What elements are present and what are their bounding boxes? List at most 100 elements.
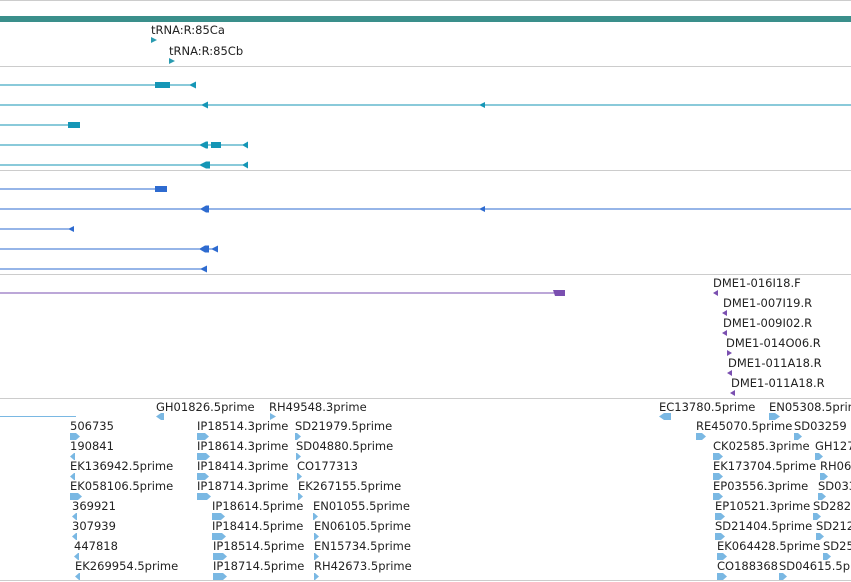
est-arrow[interactable] <box>820 473 828 480</box>
transcript[interactable] <box>0 161 248 169</box>
est-label[interactable]: SD03259 <box>794 419 847 433</box>
trna-label[interactable]: tRNA:R:85Cb <box>169 44 243 58</box>
est-arrow[interactable] <box>70 493 82 500</box>
est-label[interactable]: 190841 <box>70 439 114 453</box>
est-arrow[interactable] <box>197 453 210 460</box>
est-arrow[interactable] <box>70 433 80 440</box>
est-arrow[interactable] <box>769 413 780 420</box>
est-label[interactable]: GH127 <box>815 439 851 453</box>
primer-label[interactable]: DME1-011A18.R <box>731 376 825 390</box>
est-arrow[interactable] <box>659 413 671 420</box>
est-label[interactable]: RH06 <box>820 459 851 473</box>
transcript[interactable] <box>0 141 248 149</box>
est-label[interactable]: SD21404.5prime <box>715 519 812 533</box>
est-arrow[interactable] <box>314 573 319 580</box>
est-arrow[interactable] <box>696 433 706 440</box>
est-arrow[interactable] <box>296 453 301 460</box>
est-arrow[interactable] <box>815 453 823 460</box>
trna-feature-arrow[interactable] <box>151 37 157 43</box>
est-label[interactable]: EK173704.5prime <box>713 459 816 473</box>
transcript[interactable] <box>0 265 207 273</box>
est-arrow[interactable] <box>197 473 209 480</box>
est-arrow[interactable] <box>156 413 164 420</box>
est-label[interactable]: EP10521.3prime <box>715 499 810 513</box>
est-arrow[interactable] <box>72 513 77 520</box>
primer-label[interactable]: DME1-016I18.F <box>713 276 801 290</box>
est-label[interactable]: RE45070.5prime <box>696 419 792 433</box>
est-arrow[interactable] <box>813 513 821 520</box>
est-arrow[interactable] <box>314 533 319 540</box>
primer-arrow[interactable] <box>727 370 732 376</box>
est-label[interactable]: IP18714.3prime <box>197 479 288 493</box>
est-label[interactable]: CO177313 <box>297 459 358 473</box>
est-arrow[interactable] <box>213 553 227 560</box>
est-label[interactable]: EN15734.5prime <box>314 539 411 553</box>
est-label[interactable]: 447818 <box>74 539 118 553</box>
est-arrow[interactable] <box>295 433 301 440</box>
est-label[interactable]: SD282 <box>813 499 851 513</box>
est-label[interactable]: SD21979.5prime <box>295 419 392 433</box>
est-label[interactable]: EN05308.5prime <box>769 400 851 414</box>
est-label[interactable]: IP18614.3prime <box>197 439 288 453</box>
est-label[interactable]: SD04880.5prime <box>296 439 393 453</box>
est-arrow[interactable] <box>75 573 80 580</box>
est-label[interactable]: IP18614.5prime <box>212 499 303 513</box>
est-label[interactable]: EK064428.5prime <box>717 539 820 553</box>
primer-arrow[interactable] <box>722 330 727 336</box>
est-arrow[interactable] <box>717 553 727 560</box>
est-label[interactable]: 506735 <box>70 419 114 433</box>
est-arrow[interactable] <box>816 533 824 540</box>
est-arrow[interactable] <box>213 573 227 580</box>
est-label[interactable]: IP18514.3prime <box>197 419 288 433</box>
est-label[interactable]: SD033 <box>818 479 851 493</box>
est-label[interactable]: IP18514.5prime <box>213 539 304 553</box>
est-label[interactable]: IP18414.5prime <box>212 519 303 533</box>
est-arrow[interactable] <box>713 453 723 460</box>
est-label[interactable]: IP18414.3prime <box>197 459 288 473</box>
primer-label[interactable]: DME1-007I19.R <box>723 296 812 310</box>
est-label[interactable]: GH01826.5prime <box>156 400 255 414</box>
est-arrow[interactable] <box>70 473 75 480</box>
est-label[interactable]: SD04615.5p <box>779 559 850 573</box>
est-arrow[interactable] <box>298 493 303 500</box>
est-label[interactable]: EK136942.5prime <box>70 459 173 473</box>
primer-arrow[interactable] <box>730 390 735 396</box>
est-arrow[interactable] <box>717 573 727 580</box>
est-arrow[interactable] <box>297 473 302 480</box>
primer-arrow[interactable] <box>727 350 732 356</box>
transcript[interactable] <box>0 226 74 232</box>
primer-feature[interactable] <box>0 290 565 296</box>
est-arrow[interactable] <box>794 433 802 440</box>
est-label[interactable]: CK02585.3prime <box>713 439 810 453</box>
est-label[interactable]: EK058106.5prime <box>70 479 173 493</box>
est-arrow[interactable] <box>313 513 318 520</box>
transcript[interactable] <box>0 245 218 253</box>
est-label[interactable]: EP03556.3prime <box>713 479 808 493</box>
est-label[interactable]: EK269954.5prime <box>75 559 178 573</box>
est-arrow[interactable] <box>713 493 723 500</box>
est-label[interactable]: SD212 <box>816 519 851 533</box>
est-arrow[interactable] <box>779 573 787 580</box>
est-label[interactable]: RH42673.5prime <box>314 559 412 573</box>
est-arrow[interactable] <box>818 493 826 500</box>
est-label[interactable]: EN06105.5prime <box>314 519 411 533</box>
transcript[interactable] <box>0 81 196 89</box>
est-label[interactable]: SD25 <box>823 539 851 553</box>
est-arrow[interactable] <box>823 553 831 560</box>
primer-label[interactable]: DME1-014O06.R <box>726 336 821 350</box>
primer-label[interactable]: DME1-009I02.R <box>723 316 812 330</box>
primer-arrow[interactable] <box>713 290 718 296</box>
primer-label[interactable]: DME1-011A18.R <box>728 356 822 370</box>
est-label[interactable]: EN01055.5prime <box>313 499 410 513</box>
est-arrow[interactable] <box>270 413 276 420</box>
est-arrow[interactable] <box>72 533 77 540</box>
est-arrow[interactable] <box>715 533 725 540</box>
transcript[interactable] <box>0 205 851 213</box>
est-arrow[interactable] <box>212 513 225 520</box>
est-label[interactable]: IP18714.5prime <box>213 559 304 573</box>
est-label[interactable]: EC13780.5prime <box>659 400 755 414</box>
track-header-bar[interactable] <box>0 16 851 22</box>
est-arrow[interactable] <box>713 473 723 480</box>
est-arrow[interactable] <box>197 433 209 440</box>
est-arrow[interactable] <box>314 553 319 560</box>
